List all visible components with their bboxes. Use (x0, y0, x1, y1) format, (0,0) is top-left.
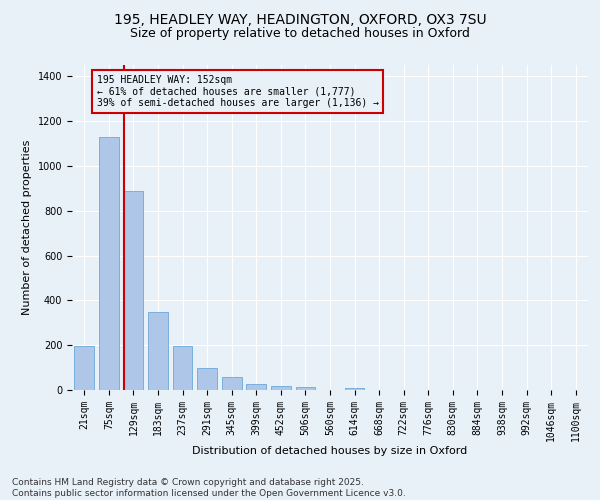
Bar (173, 346, 193, 390)
Bar (124, 190, 143, 390)
X-axis label: Distribution of detached houses by size in Oxford: Distribution of detached houses by size … (193, 446, 467, 456)
Text: Size of property relative to detached houses in Oxford: Size of property relative to detached ho… (130, 28, 470, 40)
Y-axis label: Number of detached properties: Number of detached properties (22, 140, 32, 315)
Bar (197, 368, 217, 390)
Bar (222, 376, 242, 390)
Bar (148, 312, 168, 390)
Text: 195, HEADLEY WAY, HEADINGTON, OXFORD, OX3 7SU: 195, HEADLEY WAY, HEADINGTON, OXFORD, OX… (113, 12, 487, 26)
Bar (99, 136, 119, 390)
Bar (74, 346, 94, 390)
Text: Contains HM Land Registry data © Crown copyright and database right 2025.
Contai: Contains HM Land Registry data © Crown c… (12, 478, 406, 498)
Bar (345, 388, 364, 390)
Bar (247, 384, 266, 390)
Text: 195 HEADLEY WAY: 152sqm
← 61% of detached houses are smaller (1,777)
39% of semi: 195 HEADLEY WAY: 152sqm ← 61% of detache… (97, 75, 379, 108)
Bar (296, 387, 315, 390)
Bar (271, 386, 290, 390)
